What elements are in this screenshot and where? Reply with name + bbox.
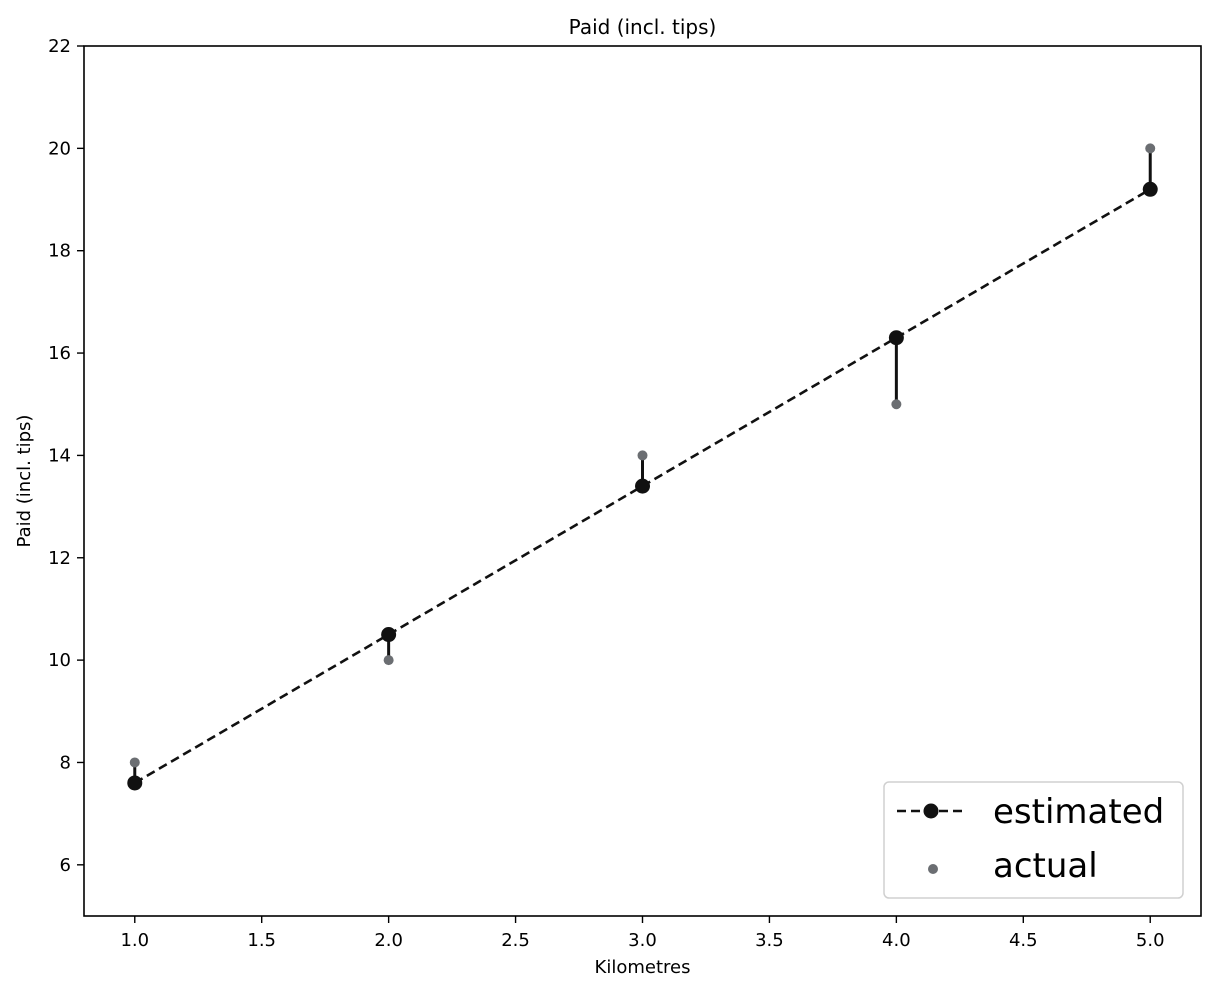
actual-point bbox=[637, 450, 648, 461]
legend-actual-marker bbox=[928, 864, 938, 874]
x-tick-label: 4.0 bbox=[882, 930, 911, 951]
legend-estimated-label: estimated bbox=[993, 792, 1164, 832]
x-tick-label: 1.0 bbox=[120, 930, 149, 951]
y-tick-label: 20 bbox=[48, 138, 71, 159]
chart-title: Paid (incl. tips) bbox=[569, 15, 717, 39]
y-tick-label: 8 bbox=[60, 752, 71, 773]
legend-actual-label: actual bbox=[993, 846, 1098, 886]
y-tick-label: 14 bbox=[48, 445, 71, 466]
x-tick-label: 4.5 bbox=[1009, 930, 1038, 951]
estimated-point bbox=[381, 627, 397, 643]
estimated-point bbox=[127, 775, 143, 791]
actual-point bbox=[383, 655, 394, 666]
x-tick-label: 1.5 bbox=[247, 930, 276, 951]
legend-estimated-marker bbox=[923, 803, 939, 819]
y-tick-label: 12 bbox=[48, 548, 71, 569]
y-tick-label: 18 bbox=[48, 241, 71, 262]
x-axis-label: Kilometres bbox=[595, 957, 691, 978]
estimated-point bbox=[1142, 181, 1158, 197]
plot-area: 1.0 1.5 2.0 2.5 3.0 3.5 4.0 4.5 5.0 6 8 10 12 14 16 18 2… bbox=[48, 36, 1202, 951]
x-tick-label: 2.5 bbox=[501, 930, 530, 951]
x-tick-label: 2.0 bbox=[374, 930, 403, 951]
actual-point bbox=[891, 399, 902, 410]
y-tick-label: 16 bbox=[48, 343, 71, 364]
actual-point bbox=[129, 757, 140, 768]
actual-point bbox=[1145, 143, 1156, 154]
legend: estimated actual bbox=[883, 781, 1184, 899]
y-tick-label: 10 bbox=[48, 650, 71, 671]
x-tick-label: 5.0 bbox=[1136, 930, 1165, 951]
y-tick-label: 22 bbox=[48, 36, 71, 57]
x-tick-label: 3.0 bbox=[628, 930, 657, 951]
y-tick-label: 6 bbox=[60, 855, 71, 876]
estimated-point bbox=[888, 330, 904, 346]
y-axis-label: Paid (incl. tips) bbox=[14, 415, 35, 548]
x-tick-label: 3.5 bbox=[755, 930, 784, 951]
estimated-point bbox=[635, 478, 650, 494]
